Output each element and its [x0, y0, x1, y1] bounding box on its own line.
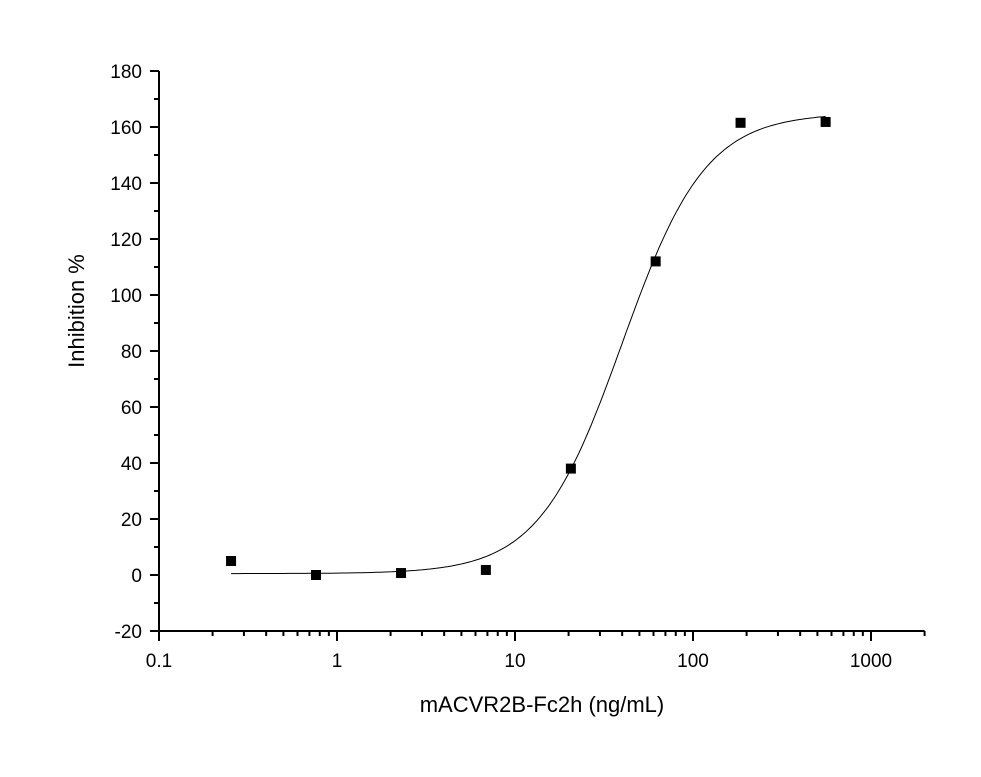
data-point: [820, 116, 831, 127]
data-point: [565, 463, 576, 474]
y-tick-label: -20: [115, 622, 142, 643]
y-tick-label: 80: [121, 342, 142, 363]
y-tick-label: 0: [131, 566, 142, 587]
y-tick-label: 20: [121, 510, 142, 531]
x-tick-label: 10: [504, 651, 525, 672]
fit-curve: [231, 116, 826, 575]
x-tick-label: 100: [677, 651, 709, 672]
data-point: [310, 570, 321, 580]
x-tick-label: 0.1: [146, 651, 172, 672]
y-tick-label: 40: [121, 454, 142, 475]
x-tick-label: 1000: [850, 651, 892, 672]
data-point: [226, 556, 237, 566]
y-tick-label: 120: [110, 230, 142, 251]
y-tick-label: 160: [110, 118, 142, 139]
data-point: [735, 117, 746, 128]
data-point: [650, 256, 661, 267]
data-point: [480, 564, 491, 575]
data-point: [396, 568, 407, 579]
y-tick-label: 140: [110, 174, 142, 195]
y-tick-label: 100: [110, 286, 142, 307]
x-axis-label: mACVR2B-Fc2h (ng/mL): [420, 692, 665, 717]
data-points: [226, 116, 831, 580]
axes: [158, 71, 925, 632]
y-tick-label: 180: [110, 62, 142, 83]
y-tick-label: 60: [121, 398, 142, 419]
y-axis-label: Inhibition %: [64, 254, 89, 368]
x-tick-label: 1: [332, 651, 343, 672]
ticks: -20 0 20 40 60 80 100 120 140 160 180 0.1 1 10 100 1000: [110, 62, 926, 672]
